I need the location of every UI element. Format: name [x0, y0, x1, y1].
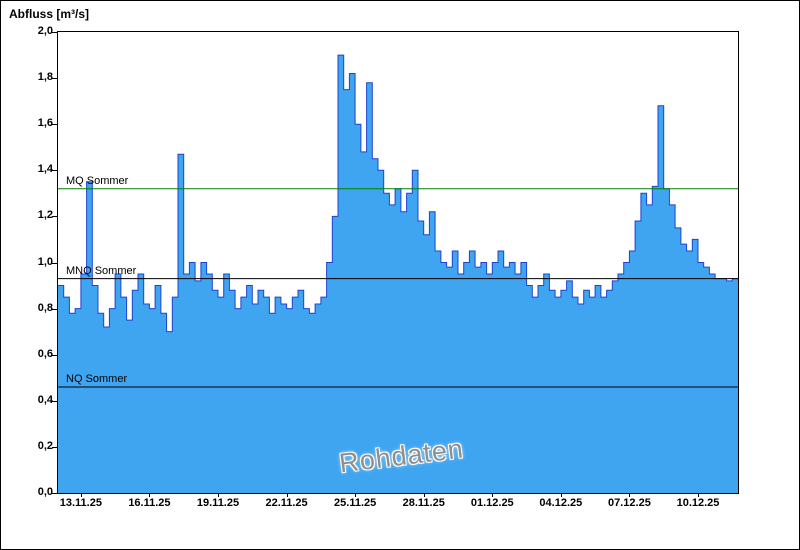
- y-axis-tick: [52, 32, 57, 33]
- x-axis-tick: [149, 493, 151, 497]
- x-axis-tick: [423, 493, 425, 497]
- x-axis-tick: [698, 493, 699, 497]
- plot-area: MQ Sommer MNQ Sommer NQ Sommer: [57, 31, 739, 494]
- y-axis-tick: [52, 446, 57, 448]
- y-axis-tick: [52, 493, 57, 494]
- y-axis-tick: [52, 262, 57, 264]
- x-axis-label: 19.11.25: [196, 497, 240, 509]
- y-axis-label: 0,2: [37, 439, 53, 452]
- x-axis-tick: [218, 493, 219, 497]
- y-axis-label: 1,8: [37, 71, 53, 84]
- y-axis-tick: [52, 124, 57, 126]
- x-axis-tick: [355, 493, 357, 497]
- y-axis-label: 0,8: [37, 301, 53, 314]
- x-axis-tick: [560, 493, 562, 497]
- y-axis-label: 0,4: [37, 393, 53, 406]
- x-axis-label: 13.11.25: [59, 497, 102, 509]
- x-axis-tick: [629, 493, 631, 497]
- y-axis-label: 1,4: [37, 163, 53, 176]
- y-axis-tick: [52, 170, 57, 172]
- x-axis-label: 25.11.25: [334, 497, 377, 509]
- y-axis-tick: [52, 216, 57, 218]
- x-axis-label: 16.11.25: [128, 497, 171, 509]
- y-axis-label: 0,6: [37, 347, 53, 360]
- y-axis-label: 2,0: [37, 25, 53, 37]
- x-axis-label: 22.11.25: [265, 497, 308, 509]
- y-axis-tick: [52, 78, 57, 80]
- chart-title: Abfluss [m³/s]: [9, 7, 90, 21]
- x-axis-label: 28.11.25: [402, 497, 445, 509]
- x-axis-tick: [286, 493, 288, 497]
- discharge-chart: [58, 54, 738, 493]
- y-axis-tick: [52, 354, 57, 356]
- x-axis-label: 10.12.25: [676, 497, 720, 509]
- x-axis-tick: [80, 493, 82, 497]
- y-axis-label: 1,6: [37, 117, 53, 130]
- discharge-area: [58, 55, 738, 493]
- y-axis-tick: [52, 400, 57, 402]
- ref-line-label-mnq-sommer: MNQ Sommer: [66, 264, 137, 277]
- ref-line-label-nq-sommer: NQ Sommer: [66, 372, 128, 385]
- x-axis-label: 01.12.25: [470, 497, 514, 509]
- x-axis-label: 04.12.25: [539, 497, 583, 509]
- y-axis-tick: [52, 308, 57, 310]
- y-axis-label: 1,2: [37, 209, 53, 222]
- x-axis-tick: [492, 493, 494, 497]
- y-axis-label: 1,0: [37, 255, 53, 268]
- x-axis-label: 07.12.25: [608, 497, 651, 509]
- y-axis-label: 0,0: [37, 486, 53, 498]
- ref-line-label-mq-sommer: MQ Sommer: [66, 174, 129, 187]
